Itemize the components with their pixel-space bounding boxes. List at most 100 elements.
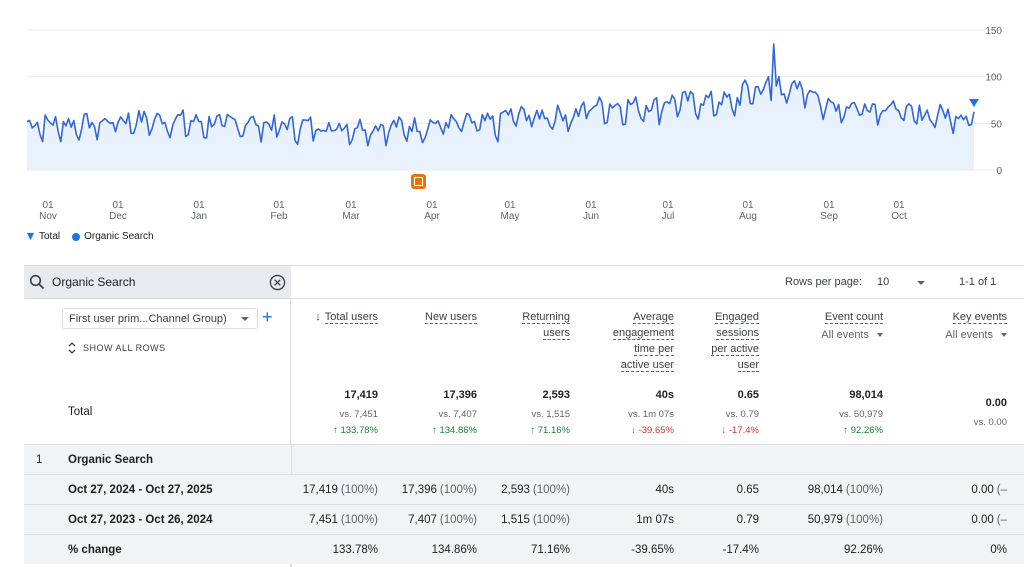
- total-value: 40s: [655, 389, 674, 401]
- cell-value: 2,593: [501, 484, 530, 496]
- legend-item-total[interactable]: Total: [26, 231, 60, 242]
- x-tick-month: May: [501, 211, 520, 222]
- column-header-event-count[interactable]: Event count All events: [821, 309, 883, 343]
- cell-value: 0%: [990, 544, 1007, 556]
- dimension-select[interactable]: First user prim...Channel Group): [62, 308, 258, 329]
- cell-percent: (100%): [532, 484, 570, 496]
- cell-value: 7,407: [408, 514, 437, 526]
- column-header-avg-engagement-time[interactable]: Average engagement time per active user: [612, 309, 674, 373]
- x-tick-day: 01: [585, 200, 597, 211]
- column-header-total-users[interactable]: ↓ Total users: [315, 309, 378, 325]
- x-tick-day: 01: [742, 200, 754, 211]
- column-total-users: ↓ Total users 17,419 vs. 7,451 ↑ 133.78%: [278, 299, 378, 444]
- search-icon[interactable]: [29, 274, 45, 290]
- table-cell: 50,979 (100%): [808, 514, 883, 526]
- dimension-label: First user prim...Channel Group): [69, 313, 227, 325]
- cell-value: 134.86%: [431, 544, 477, 556]
- table-cell: 7,407 (100%): [408, 514, 477, 526]
- table-cell: 71.16%: [531, 544, 570, 556]
- cell-percent: (100%): [439, 484, 477, 496]
- show-all-rows-button[interactable]: SHOW ALL ROWS: [67, 342, 166, 354]
- table-cell: 134.86%: [432, 544, 477, 556]
- header-label-line: user: [737, 359, 759, 372]
- column-subselect-label: All events: [945, 329, 993, 341]
- table-cell: 17,396 (100%): [402, 484, 477, 496]
- table-row[interactable]: % change 133.78% 134.86% 71.16% -39.65% -17.…: [24, 534, 1024, 564]
- column-header-returning-users[interactable]: Returning users: [522, 309, 570, 341]
- cell-value: 17,419: [302, 484, 338, 496]
- total-percent-change: ↑ 71.16%: [530, 425, 570, 436]
- cell-value: 50,979: [807, 514, 843, 526]
- cell-value: 71.16%: [530, 544, 570, 556]
- rows-per-page-select[interactable]: 10: [877, 276, 890, 288]
- chevron-down-icon[interactable]: [917, 281, 925, 285]
- row-date-range: Oct 27, 2023 - Oct 26, 2024: [68, 514, 213, 526]
- cell-percent: (100%): [439, 514, 477, 526]
- cell-percent: (100%): [340, 514, 378, 526]
- column-returning-users: Returning users 2,593 vs. 1,515 ↑ 71.16%: [490, 299, 570, 444]
- column-subselect[interactable]: All events: [821, 327, 883, 343]
- legend-organic-label: Organic Search: [84, 231, 154, 242]
- cell-percent: (–: [996, 514, 1007, 526]
- header-label-line: Average: [633, 311, 674, 324]
- cell-value: -39.65%: [631, 544, 674, 556]
- header-label-line: Returning: [522, 311, 570, 324]
- x-tick-day: 01: [426, 200, 438, 211]
- series-area: [27, 44, 974, 170]
- column-subselect[interactable]: All events: [945, 327, 1007, 343]
- series-dot-icon: [72, 232, 81, 241]
- x-tick-day: 01: [662, 200, 674, 211]
- column-header-key-events[interactable]: Key events All events: [945, 309, 1007, 343]
- chevron-down-icon: [1001, 333, 1007, 338]
- total-row-label: Total: [68, 406, 93, 418]
- legend-item-organic[interactable]: Organic Search: [72, 231, 154, 242]
- total-value: 2,593: [542, 389, 570, 401]
- x-tick-day: 01: [823, 200, 835, 211]
- search-bar: [24, 266, 291, 299]
- clear-icon[interactable]: [269, 274, 286, 291]
- header-label-line: Event count: [824, 311, 883, 324]
- add-dimension-icon[interactable]: +: [262, 307, 273, 327]
- table-row[interactable]: Oct 27, 2023 - Oct 26, 2024 7,451 (100%) 7…: [24, 504, 1024, 534]
- legend-total-label: Total: [39, 231, 61, 242]
- total-percent-change: ↑ 133.78%: [333, 425, 378, 436]
- header-label-line: per active: [711, 343, 759, 356]
- x-tick-month: Jan: [191, 211, 207, 222]
- header-label-line: Total users: [324, 311, 378, 324]
- cell-value: 40s: [655, 484, 674, 496]
- row-percent-change: % change: [68, 544, 122, 556]
- sort-arrow-icon[interactable]: ↓: [315, 311, 321, 323]
- x-tick-day: 01: [42, 200, 54, 211]
- cell-value: 0.00: [971, 484, 994, 496]
- total-value: 17,419: [344, 389, 378, 401]
- y-tick-label: 150: [985, 26, 1002, 37]
- cell-value: -17.4%: [722, 544, 759, 556]
- table-row[interactable]: Oct 27, 2024 - Oct 27, 2025 17,419 (100%)…: [24, 474, 1024, 504]
- total-percent-change: ↓ -17.4%: [721, 425, 760, 436]
- table-toolbar: Rows per page: 10 1-1 of 1: [291, 266, 1024, 299]
- cell-value: 0.79: [736, 514, 759, 526]
- column-engaged-sessions: Engaged sessions per active user 0.65 vs. 0.7…: [679, 299, 759, 444]
- column-subselect-label: All events: [821, 329, 869, 341]
- x-tick-day: 01: [345, 200, 357, 211]
- table-row[interactable]: 1 Organic Search: [24, 444, 1024, 567]
- table-cell: 0.00 (–: [971, 514, 1007, 526]
- cell-percent: (–: [996, 484, 1007, 496]
- unfold-icon: [68, 342, 76, 354]
- annotation-icon: [411, 174, 426, 189]
- column-key-events: Key events All events 0.00 vs. 0.00: [907, 299, 1007, 444]
- chart-svg: 15010050001Nov01Dec01Jan01Feb01Mar01Apr0…: [26, 26, 1002, 222]
- column-header-new-users[interactable]: New users: [425, 309, 477, 325]
- line-chart: 150 100 50 0 01 Nov 01 Dec 01 Jan 01 Feb 01 Mar 01 Apr 0…: [0, 0, 1024, 230]
- table-cell: 98,014 (100%): [808, 484, 883, 496]
- column-avg-engagement-time: Average engagement time per active user 40s v…: [584, 299, 674, 444]
- header-label-line: users: [543, 327, 570, 340]
- dimension-pane: First user prim...Channel Group) + SHOW …: [24, 266, 291, 567]
- total-percent-change: ↑ 134.86%: [432, 425, 477, 436]
- series-end-marker: [969, 99, 979, 107]
- y-tick-label: 0: [996, 166, 1002, 177]
- column-header-engaged-sessions[interactable]: Engaged sessions per active user: [711, 309, 759, 373]
- header-label-line: Key events: [952, 311, 1007, 324]
- x-tick-day: 01: [193, 200, 205, 211]
- search-input[interactable]: [52, 272, 262, 292]
